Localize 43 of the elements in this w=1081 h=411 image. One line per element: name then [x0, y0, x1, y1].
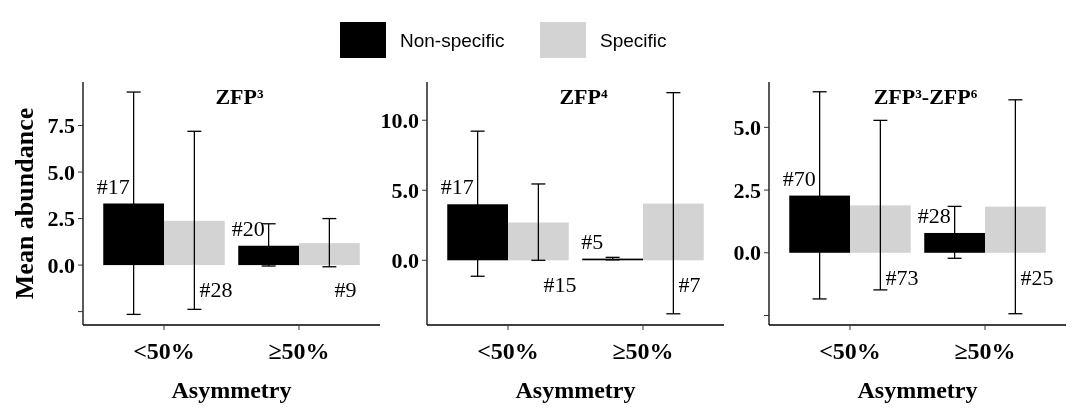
y-tick-label: 5.0	[47, 159, 75, 185]
annotation: #73	[885, 264, 919, 290]
bar	[850, 205, 911, 253]
annotation: #9	[334, 277, 357, 303]
chart-title: ZFP³	[215, 84, 264, 109]
y-tick-label: 2.5	[47, 206, 75, 232]
bar	[985, 206, 1046, 253]
x-tick-label: ≥50%	[612, 338, 674, 364]
annotation: #28	[917, 202, 951, 228]
y-tick-label: 0.0	[47, 252, 75, 278]
annotation: #7	[678, 272, 701, 298]
y-tick-label: 0.0	[733, 240, 761, 266]
x-axis-title: Asymmetry	[515, 377, 636, 403]
y-tick-label: 2.5	[733, 177, 761, 203]
annotation: #17	[96, 173, 130, 199]
legend-label: Non-specific	[400, 29, 505, 51]
x-tick-label: <50%	[477, 338, 539, 364]
x-tick-label: ≥50%	[954, 338, 1016, 364]
x-axis-title: Asymmetry	[171, 377, 292, 403]
x-tick-label: ≥50%	[268, 338, 330, 364]
annotation: #17	[440, 174, 474, 200]
y-tick-label: 7.5	[47, 113, 75, 139]
bar	[299, 243, 360, 266]
chart-title: ZFP⁴	[559, 84, 608, 109]
bar	[164, 220, 225, 266]
y-tick-label: 0.0	[391, 247, 419, 273]
annotation: #15	[543, 272, 577, 298]
chart-title: ZFP³-ZFP⁶	[873, 84, 978, 109]
x-tick-label: <50%	[133, 338, 195, 364]
annotation: #25	[1020, 264, 1054, 290]
x-tick-label: <50%	[819, 338, 881, 364]
y-tick-label: 10.0	[380, 107, 419, 133]
legend-label: Specific	[600, 29, 667, 51]
x-axis-title: Asymmetry	[857, 377, 978, 403]
annotation: #28	[199, 277, 233, 303]
bar	[643, 203, 704, 261]
annotation: #70	[782, 165, 816, 191]
bar	[508, 222, 569, 261]
annotation: #5	[581, 228, 604, 254]
y-tick-label: 5.0	[733, 115, 761, 141]
y-axis-title: Mean abundance	[10, 107, 39, 300]
y-tick-label: 5.0	[391, 177, 419, 203]
annotation: #20	[231, 215, 265, 241]
